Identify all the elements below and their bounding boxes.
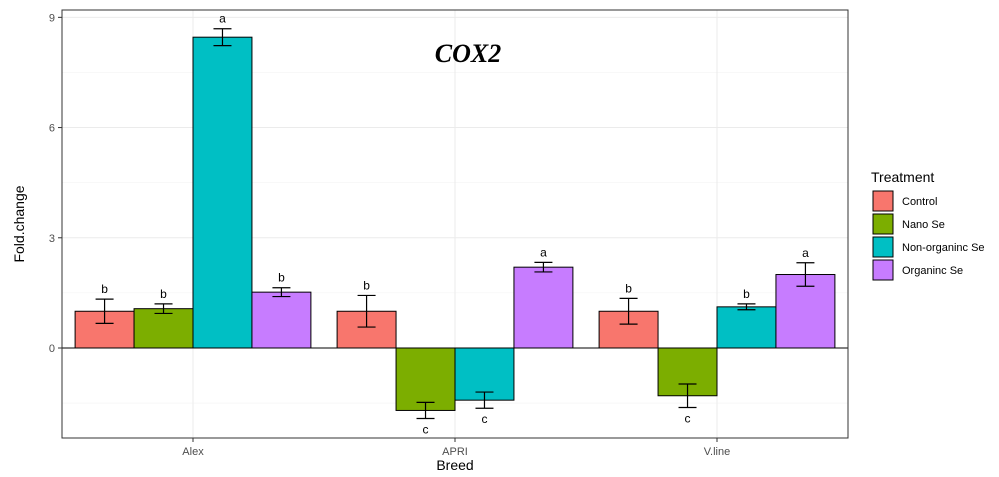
bar bbox=[513, 266, 574, 349]
y-tick-label: 9 bbox=[49, 12, 55, 24]
legend-key bbox=[872, 236, 894, 258]
x-tick-label: V.line bbox=[704, 446, 731, 458]
legend-label: Control bbox=[902, 196, 937, 208]
significance-label: b bbox=[363, 278, 370, 292]
bar bbox=[192, 36, 253, 349]
significance-label: b bbox=[278, 271, 285, 285]
y-tick-label: 6 bbox=[49, 123, 55, 135]
significance-label: c bbox=[481, 412, 487, 426]
error-bar bbox=[95, 298, 114, 324]
bar bbox=[454, 347, 515, 401]
x-axis: Alex APRI V.line bbox=[182, 438, 730, 458]
chart-title: COX2 bbox=[435, 39, 501, 68]
legend-label: Nano Se bbox=[902, 219, 945, 231]
legend-key bbox=[872, 259, 894, 281]
bar bbox=[133, 308, 194, 349]
legend: Treatment Control Nano Se Non-organinc Se O… bbox=[871, 169, 985, 281]
error-bar bbox=[357, 294, 376, 328]
legend-key bbox=[872, 213, 894, 235]
significance-label: a bbox=[219, 12, 226, 26]
bars bbox=[74, 36, 836, 411]
y-axis: 0 3 6 9 bbox=[49, 12, 62, 355]
significance-label: a bbox=[540, 245, 547, 259]
legend-title: Treatment bbox=[871, 169, 934, 185]
y-tick-label: 3 bbox=[49, 233, 55, 245]
legend-label: Organinc Se bbox=[902, 265, 963, 277]
significance-label: a bbox=[802, 246, 809, 260]
significance-label: b bbox=[625, 281, 632, 295]
error-bar bbox=[737, 303, 756, 311]
significance-label: b bbox=[743, 287, 750, 301]
error-bar bbox=[272, 287, 291, 298]
error-bar bbox=[619, 297, 638, 325]
error-bar bbox=[416, 401, 435, 420]
significance-labels: b b b b c c a c b b a a bbox=[101, 12, 809, 437]
bar bbox=[716, 306, 777, 349]
legend-key bbox=[872, 190, 894, 212]
significance-label: c bbox=[423, 423, 429, 437]
error-bar bbox=[678, 383, 697, 409]
y-axis-title: Fold.change bbox=[11, 185, 27, 262]
y-tick-label: 0 bbox=[49, 343, 55, 355]
significance-label: b bbox=[160, 287, 167, 301]
x-axis-title: Breed bbox=[436, 457, 473, 473]
error-bar bbox=[213, 28, 232, 47]
x-tick-label: Alex bbox=[182, 446, 204, 458]
bar bbox=[395, 347, 456, 411]
error-bar bbox=[154, 303, 173, 315]
x-tick-label: APRI bbox=[442, 446, 468, 458]
significance-label: c bbox=[685, 412, 691, 426]
error-bar bbox=[796, 262, 815, 287]
significance-label: b bbox=[101, 282, 108, 296]
error-bar bbox=[534, 261, 553, 273]
bar bbox=[251, 291, 312, 349]
legend-label: Non-organinc Se bbox=[902, 242, 985, 254]
error-bar bbox=[475, 391, 494, 409]
error-bars bbox=[95, 28, 815, 420]
